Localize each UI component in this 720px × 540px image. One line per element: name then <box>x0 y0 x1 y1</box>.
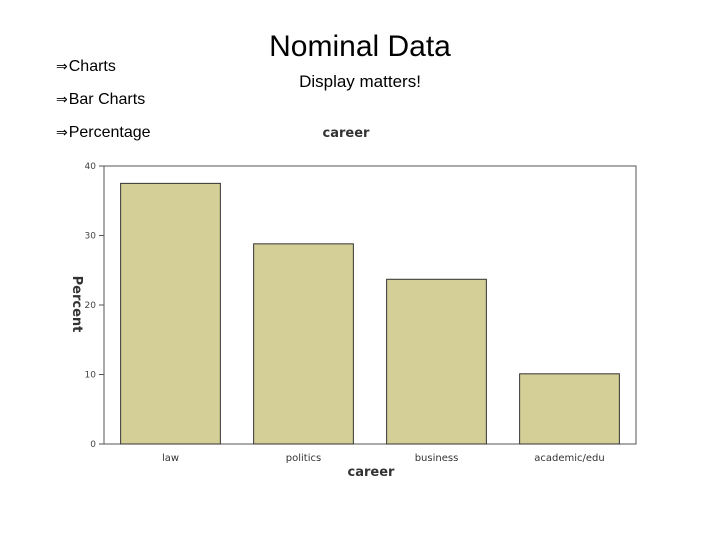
bullet-bar-charts: ⇒Bar Charts <box>56 91 145 109</box>
double-arrow-icon: ⇒ <box>56 125 68 141</box>
y-tick-label: 40 <box>85 162 97 172</box>
x-tick-label: politics <box>286 453 321 464</box>
x-tick-label: business <box>415 453 459 464</box>
y-tick-label: 10 <box>85 371 97 381</box>
bullet-label: Charts <box>68 58 116 75</box>
slide-subtitle: Display matters! <box>299 72 421 91</box>
bar-law <box>120 182 221 445</box>
bullet-label: Percentage <box>68 124 151 141</box>
x-axis-label: career <box>348 465 396 480</box>
bullet-percentage: ⇒Percentage <box>56 124 151 142</box>
double-arrow-icon: ⇒ <box>56 59 68 75</box>
slide-title: Nominal Data <box>269 30 451 63</box>
bullet-charts: ⇒Charts <box>56 58 116 76</box>
y-tick-label: 0 <box>90 440 96 450</box>
y-axis-label: Percent <box>69 276 84 333</box>
chart-title: career <box>323 126 371 141</box>
bar-politics <box>253 243 354 445</box>
x-tick-label: academic/edu <box>534 453 604 464</box>
bar-business <box>386 278 487 445</box>
y-tick-label: 30 <box>85 232 97 242</box>
bullet-label: Bar Charts <box>68 91 146 108</box>
x-tick-label: law <box>162 453 179 464</box>
bar-academic-edu <box>519 373 620 445</box>
y-tick-label: 20 <box>85 301 97 311</box>
double-arrow-icon: ⇒ <box>56 92 68 108</box>
